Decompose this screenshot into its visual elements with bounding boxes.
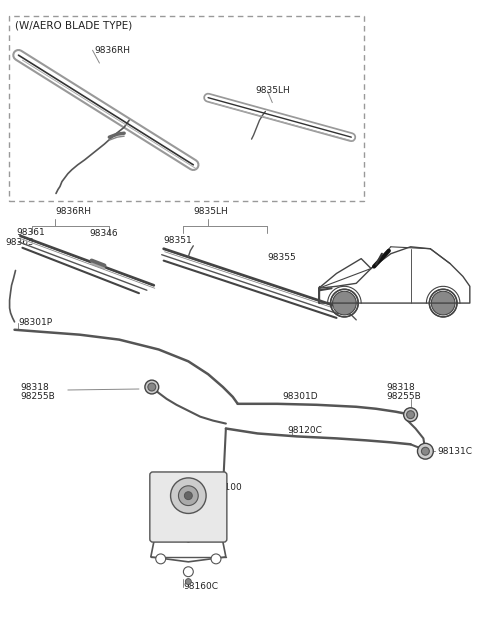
Text: 98255B: 98255B	[386, 392, 420, 401]
Text: 9835LH: 9835LH	[193, 207, 228, 216]
Text: 98318: 98318	[21, 383, 49, 392]
Text: 98131C: 98131C	[437, 447, 472, 456]
Circle shape	[418, 443, 433, 459]
Circle shape	[432, 291, 455, 315]
Circle shape	[333, 291, 356, 315]
Text: 98355: 98355	[267, 253, 296, 262]
Circle shape	[404, 408, 418, 422]
Circle shape	[211, 554, 221, 564]
Circle shape	[145, 380, 159, 394]
Circle shape	[184, 491, 192, 500]
Text: 9835LH: 9835LH	[255, 86, 290, 95]
Text: 9836RH: 9836RH	[55, 207, 91, 216]
Circle shape	[148, 383, 156, 391]
Text: 98120C: 98120C	[287, 426, 322, 435]
Bar	[9, 15, 364, 201]
FancyBboxPatch shape	[150, 472, 227, 542]
Text: 98255B: 98255B	[21, 392, 55, 401]
Circle shape	[156, 554, 166, 564]
Text: 98365: 98365	[6, 238, 35, 248]
Text: 98301P: 98301P	[18, 318, 53, 327]
Text: (W/AERO BLADE TYPE): (W/AERO BLADE TYPE)	[14, 20, 132, 30]
Text: 98160C: 98160C	[183, 582, 218, 591]
Circle shape	[407, 411, 415, 418]
Text: 98318: 98318	[386, 383, 415, 392]
Circle shape	[421, 448, 429, 455]
Circle shape	[183, 567, 193, 577]
Circle shape	[179, 486, 198, 506]
Text: 98100: 98100	[213, 483, 242, 492]
Circle shape	[170, 478, 206, 513]
Text: 98361: 98361	[16, 228, 45, 238]
Text: 9836RH: 9836RH	[95, 46, 131, 54]
Circle shape	[185, 579, 192, 584]
Text: 98346: 98346	[90, 230, 118, 238]
Text: 98351: 98351	[164, 236, 192, 245]
Text: 98301D: 98301D	[282, 392, 318, 401]
